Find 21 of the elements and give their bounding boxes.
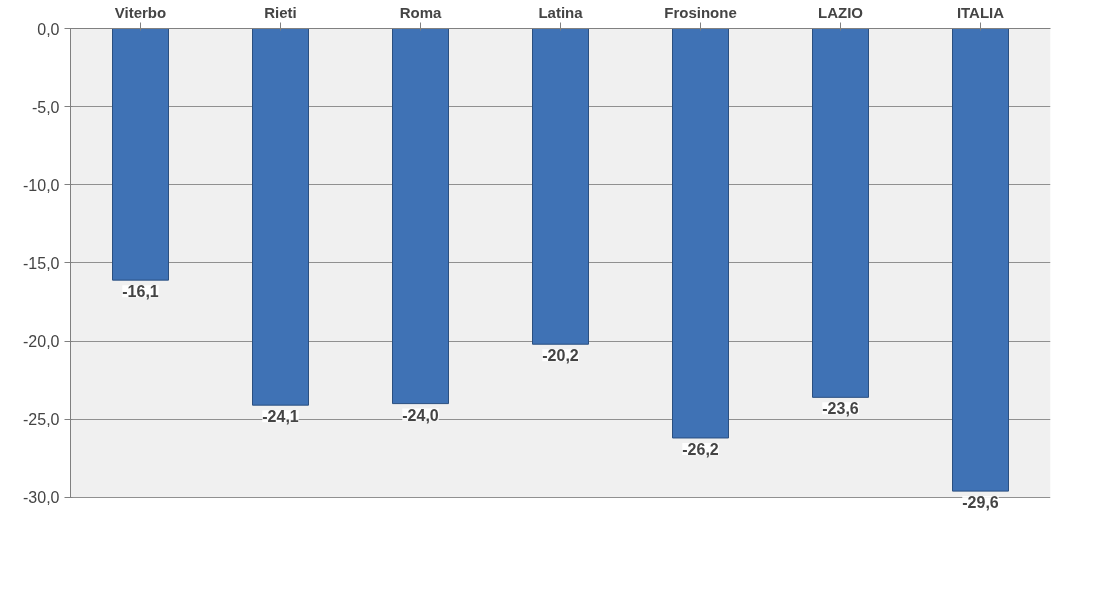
data-label: -23,6 [822,400,859,418]
x-tick-label: ITALIA [956,3,1005,21]
data-label: -20,2 [542,347,579,365]
y-tick-label: -15,0 [23,254,60,272]
y-tick-label: -25,0 [23,411,60,429]
y-tick-label: -10,0 [23,176,60,194]
y-tick-label: -30,0 [23,489,60,507]
data-label: -16,1 [122,283,159,301]
y-tick-label: -5,0 [31,98,60,116]
data-label: -29,6 [962,494,999,512]
y-tick-label: 0,0 [37,20,60,38]
x-tick-label: Roma [399,3,442,21]
data-label: -26,2 [682,440,719,458]
x-tick-label: LAZIO [818,3,864,21]
x-tick-label: Rieti [264,3,297,21]
x-tick-label: Frosinone [664,3,737,21]
data-label: -24,1 [262,408,299,426]
x-tick-label: Viterbo [114,3,167,21]
y-tick-label: -20,0 [23,333,60,351]
x-tick-label: Latina [538,3,584,21]
data-label: -24,0 [402,406,439,424]
